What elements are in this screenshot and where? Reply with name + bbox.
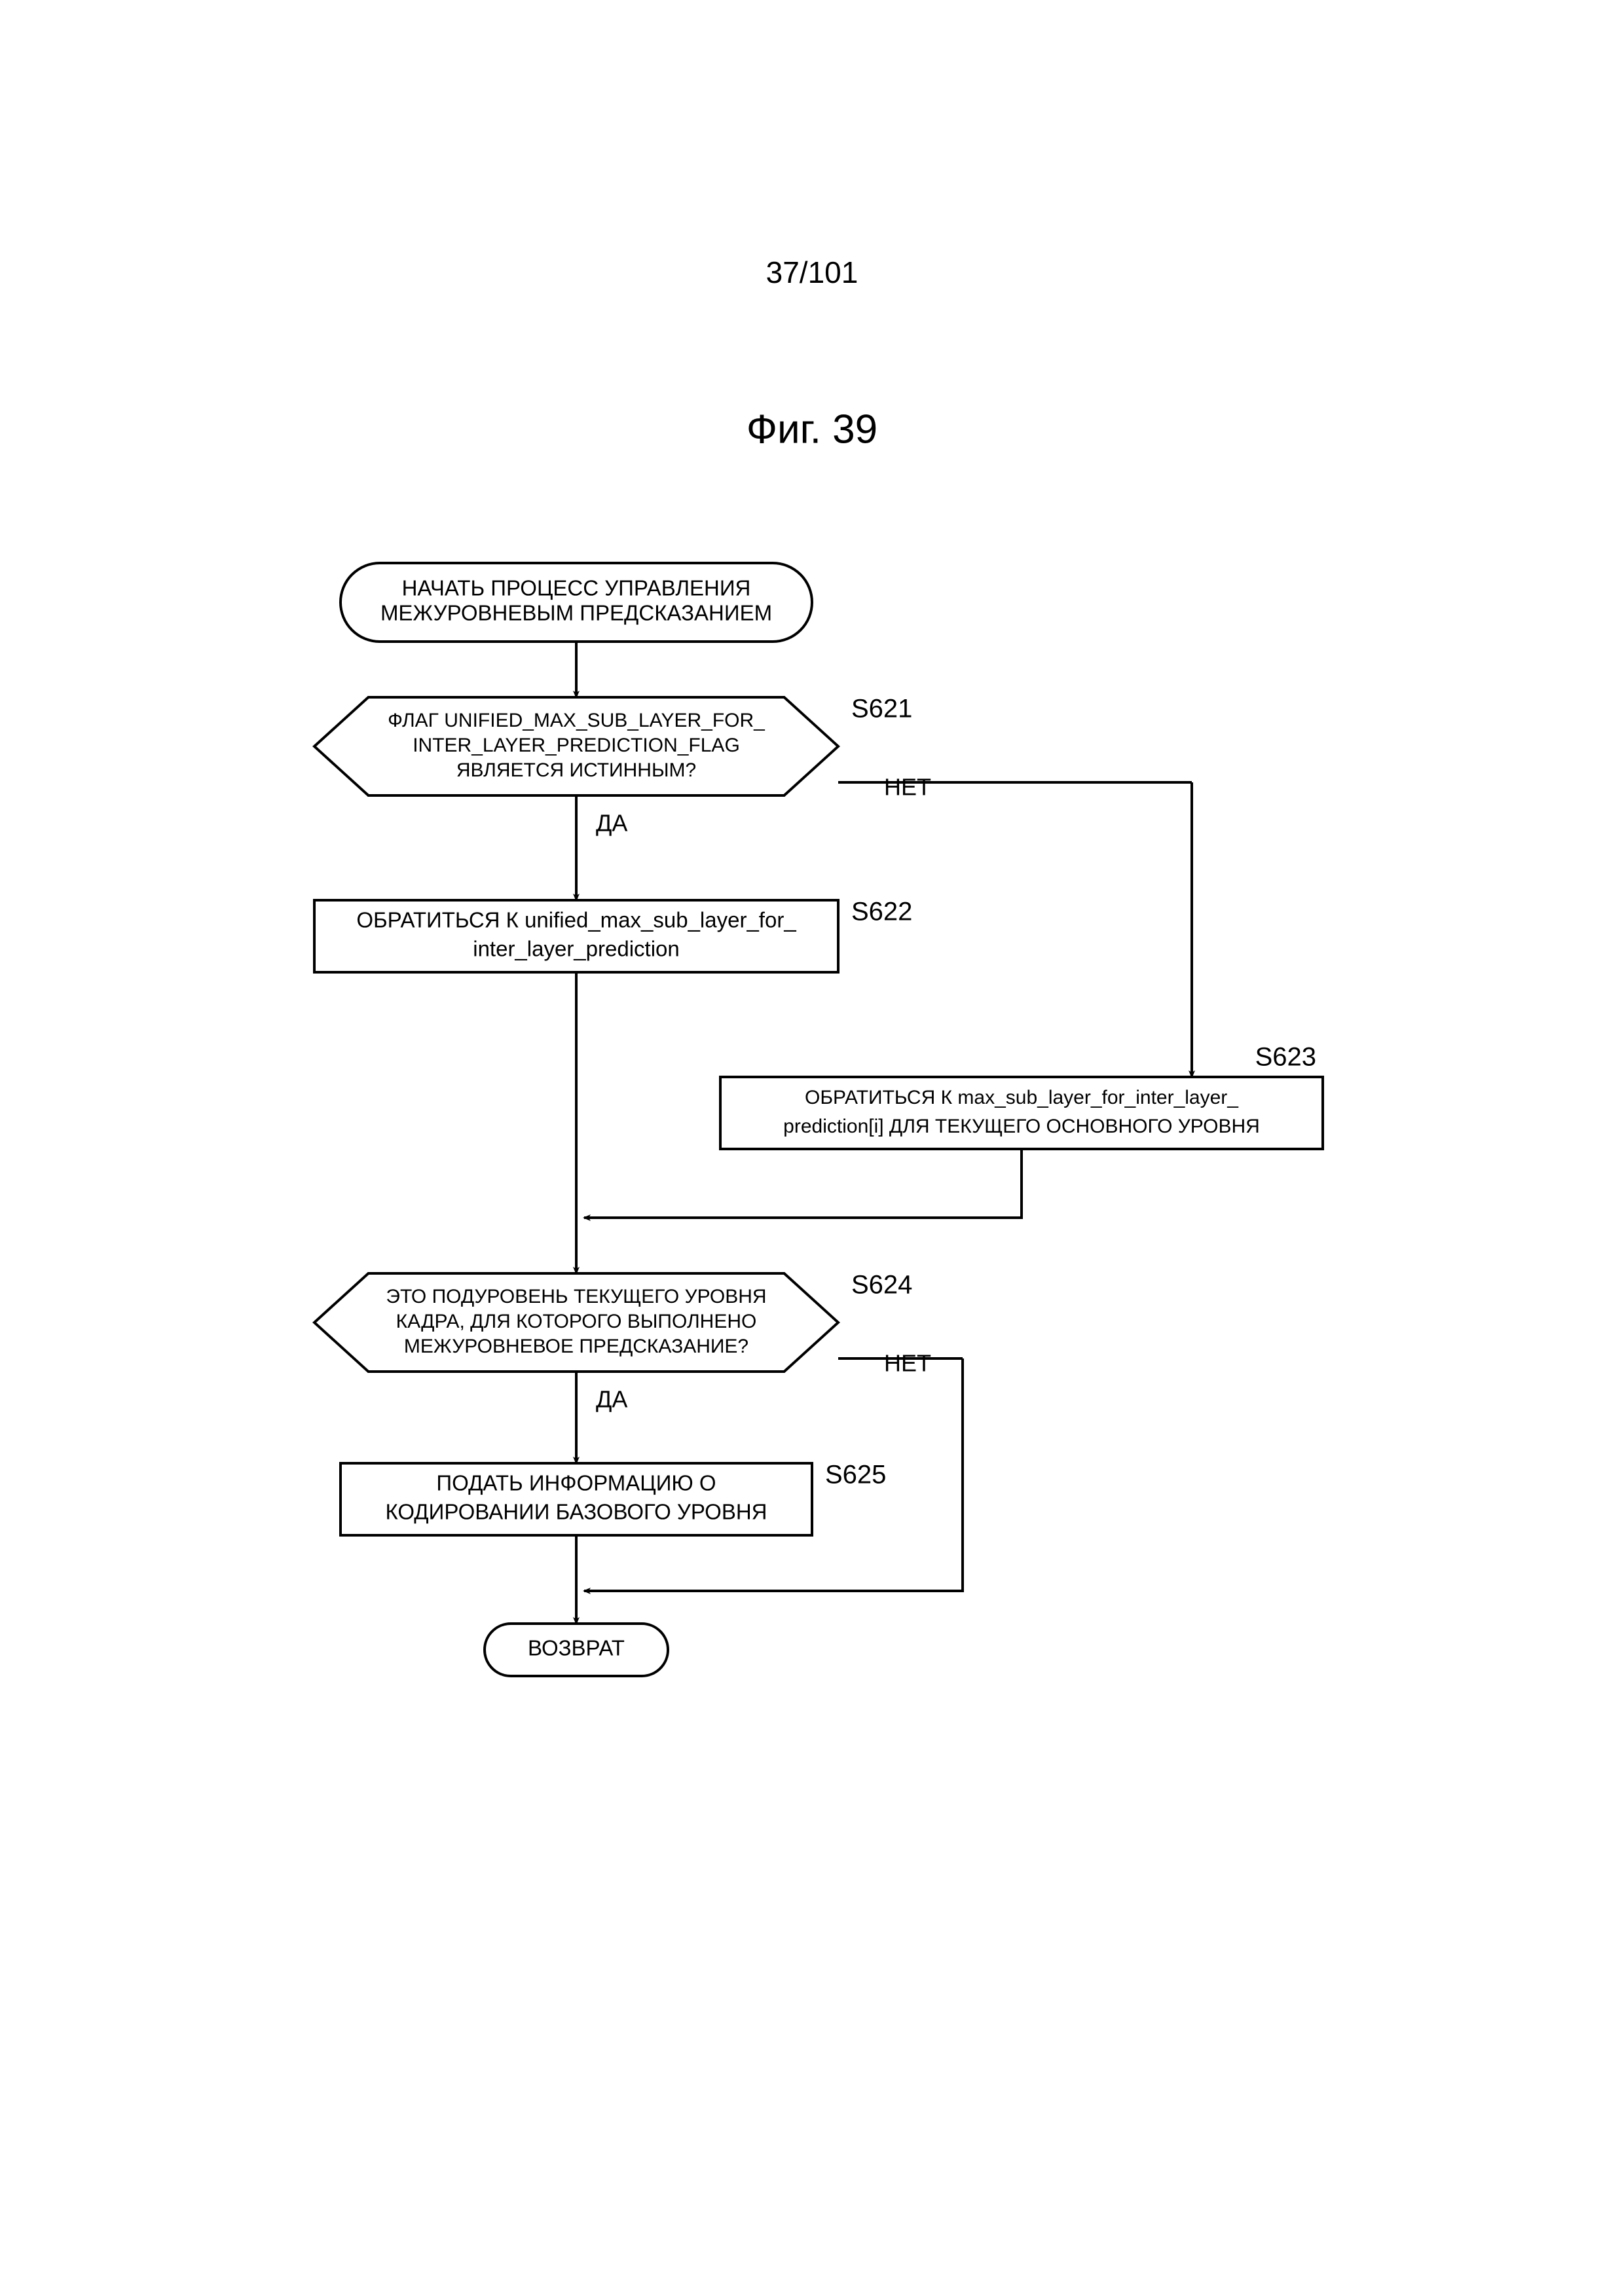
connector [584, 1149, 1022, 1218]
d2-l2: КАДРА, ДЛЯ КОТОРОГО ВЫПОЛНЕНО [396, 1311, 757, 1332]
p2-l2: prediction[i] ДЛЯ ТЕКУЩЕГО ОСНОВНОГО УРО… [783, 1116, 1260, 1137]
step-s624: S624 [851, 1271, 912, 1300]
d2-l3: МЕЖУРОВНЕВОЕ ПРЕДСКАЗАНИЕ? [404, 1336, 748, 1357]
p1-l1: ОБРАТИТЬСЯ К unified_max_sub_layer_for_ [356, 908, 796, 932]
d1-l3: ЯВЛЯЕТСЯ ИСТИННЫМ? [456, 759, 696, 781]
d1-l1: ФЛАГ UNIFIED_MAX_SUB_LAYER_FOR_ [388, 710, 766, 731]
d2-l1: ЭТО ПОДУРОВЕНЬ ТЕКУЩЕГО УРОВНЯ [386, 1286, 766, 1307]
figure-title: Фиг. 39 [747, 407, 877, 452]
d1-l2: INTER_LAYER_PREDICTION_FLAG [413, 735, 740, 756]
return-label: ВОЗВРАТ [528, 1636, 625, 1660]
start-label: НАЧАТЬ ПРОЦЕСС УПРАВЛЕНИЯ [402, 576, 751, 600]
p3-l2: КОДИРОВАНИИ БАЗОВОГО УРОВНЯ [385, 1500, 767, 1524]
yes-1: ДА [596, 810, 627, 837]
p1-l2: inter_layer_prediction [473, 937, 680, 961]
p2-l1: ОБРАТИТЬСЯ К max_sub_layer_for_inter_lay… [805, 1087, 1239, 1108]
step-s625: S625 [825, 1461, 886, 1489]
p3-l1: ПОДАТЬ ИНФОРМАЦИЮ О [436, 1471, 716, 1495]
page-number: 37/101 [766, 255, 858, 289]
flowchart-figure: 37/101Фиг. 39НАЧАТЬ ПРОЦЕСС УПРАВЛЕНИЯМЕ… [0, 0, 1624, 2296]
step-s623: S623 [1255, 1043, 1316, 1072]
no-2: НЕТ [884, 1350, 931, 1377]
no-1: НЕТ [884, 774, 931, 801]
step-s621: S621 [851, 695, 912, 723]
yes-2: ДА [596, 1386, 627, 1413]
start-label: МЕЖУРОВНЕВЫМ ПРЕДСКАЗАНИЕМ [380, 601, 772, 625]
step-s622: S622 [851, 898, 912, 926]
